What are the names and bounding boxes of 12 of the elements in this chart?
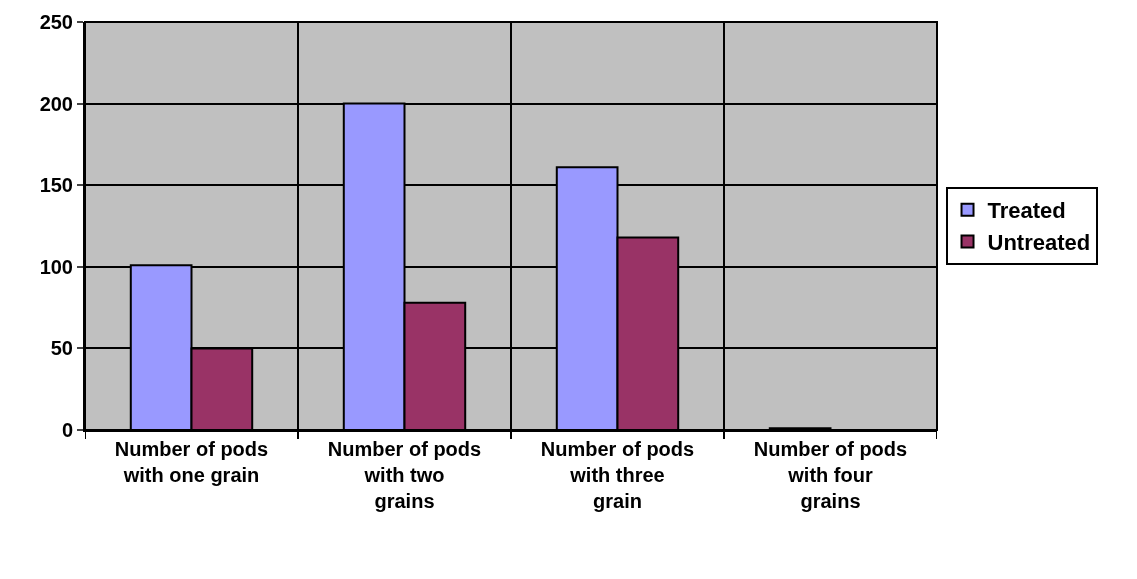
legend-label: Treated xyxy=(987,198,1066,224)
x-tick-label: Number of pods with one grain xyxy=(114,438,269,486)
y-tick-label: 200 xyxy=(39,92,73,115)
x-tick-label: Number of pods with three grain xyxy=(540,438,695,512)
x-tick-label: Number of pods with two grains xyxy=(327,438,482,512)
y-tick-label: 100 xyxy=(39,255,73,278)
y-tick-label: 50 xyxy=(50,337,73,360)
y-tick-label: 150 xyxy=(39,174,73,197)
legend-label: Untreated xyxy=(987,229,1091,255)
y-tick-label: 0 xyxy=(61,419,73,441)
y-tick-label: 250 xyxy=(39,11,73,33)
x-tick-label: Number of pods with four grains xyxy=(753,438,908,512)
